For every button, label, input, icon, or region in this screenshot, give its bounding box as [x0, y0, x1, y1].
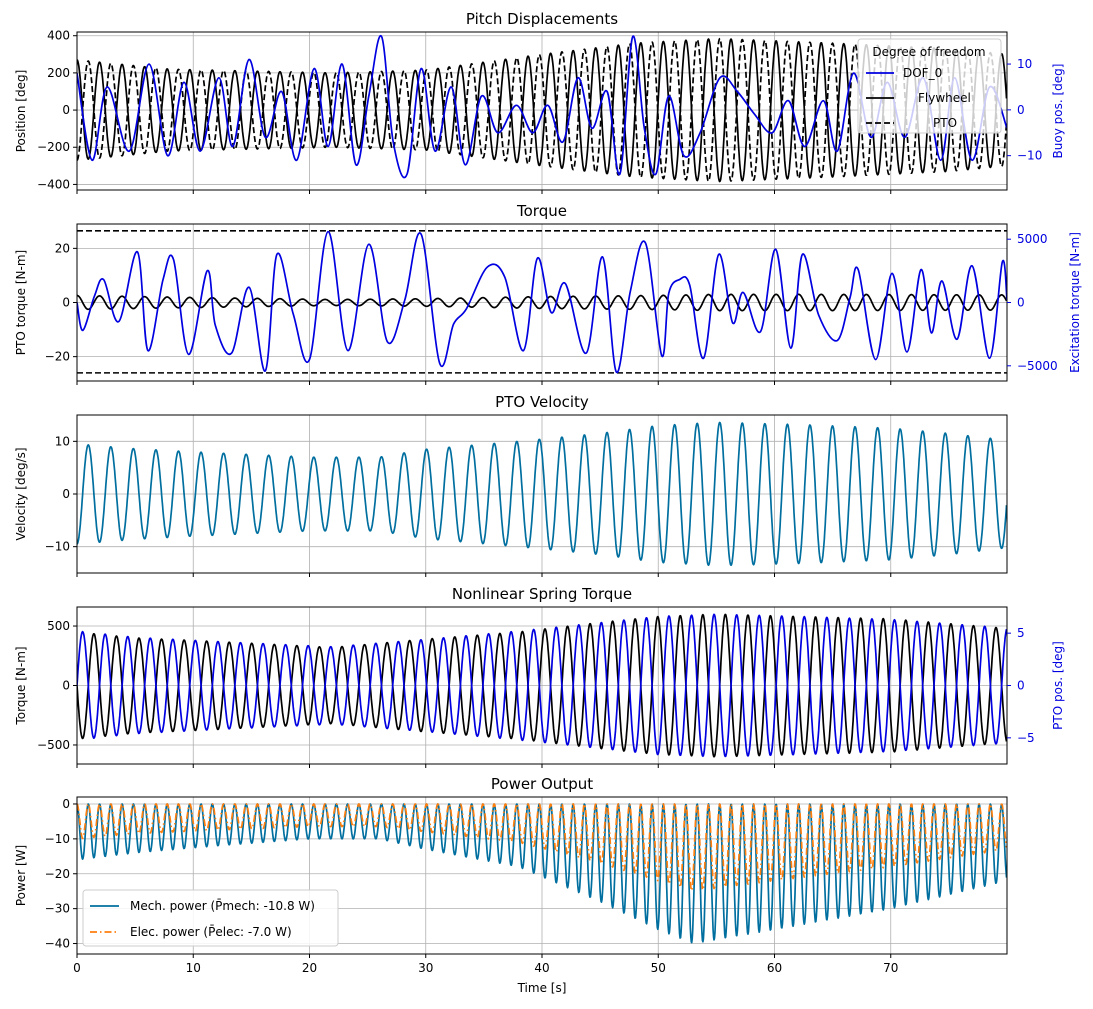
- y-tick-label: 0: [62, 797, 70, 811]
- series-group: [77, 230, 1007, 373]
- legend-entry: Flywheel: [918, 91, 971, 105]
- y-tick-label-right: 10: [1017, 57, 1032, 71]
- y-axis-label-right: Buoy pos. [deg]: [1051, 64, 1065, 159]
- legend-entry: Mech. power (P̄mech: -10.8 W): [130, 899, 315, 913]
- y-tick-label-right: 0: [1017, 296, 1025, 310]
- y-tick-label: −20: [45, 350, 70, 364]
- y-tick-label: −10: [45, 832, 70, 846]
- y-axis-label-right: Excitation torque [N-m]: [1068, 232, 1082, 373]
- series-line-elec-power-p-elec-7-0-w: [77, 803, 1007, 892]
- y-tick-label: −40: [45, 937, 70, 951]
- x-tick-label: 0: [73, 961, 81, 975]
- series-line-2-2: [77, 230, 1007, 373]
- legend-box: [857, 38, 1002, 134]
- series-line-flywheel: [77, 38, 1007, 183]
- x-tick-label: 10: [186, 961, 201, 975]
- y-tick-label: −500: [37, 738, 70, 752]
- y-tick-label-right: −5000: [1017, 359, 1058, 373]
- y-tick-label-right: 0: [1017, 679, 1025, 693]
- x-tick-label: 20: [302, 961, 317, 975]
- chart-title: Power Output: [491, 775, 593, 793]
- y-axis-label: Torque [N-m]: [14, 646, 28, 725]
- y-tick-label: 500: [47, 619, 70, 633]
- grid: [76, 415, 1007, 573]
- legend-box: [82, 889, 339, 947]
- y-tick-label-right: 5000: [1017, 232, 1048, 246]
- y-tick-label-right: −5: [1017, 731, 1035, 745]
- panel-4: 500 0 −500 5 0 −5 Nonlinear Spring Torque Torqu…: [14, 585, 1065, 768]
- y-axis-label: PTO torque [N-m]: [14, 250, 28, 355]
- y-tick-label: 10: [55, 434, 70, 448]
- grid: [76, 607, 1007, 764]
- panel-5: 0 10 20 30 40 50 60 70 0 −10 −20 −30 −40 Power Output…: [14, 775, 1008, 995]
- x-tick-label: 50: [651, 961, 666, 975]
- y-tick-label: 0: [62, 679, 70, 693]
- x-tick-label: 60: [767, 961, 782, 975]
- y-axis-label-right: PTO pos. [deg]: [1051, 641, 1065, 730]
- x-axis-label: Time [s]: [517, 981, 567, 995]
- legend-title: Degree of freedom: [872, 45, 985, 59]
- legend: Degree of freedom DOF_0 Flywheel PTO: [857, 38, 1002, 134]
- series-group: [77, 613, 1007, 758]
- series-group: [77, 803, 1007, 944]
- legend-entry: Elec. power (P̄elec: -7.0 W): [130, 925, 292, 939]
- x-tick-label: 30: [418, 961, 433, 975]
- series-line-4-1: [77, 613, 1007, 758]
- y-tick-label: 0: [62, 296, 70, 310]
- y-tick-label: 400: [47, 29, 70, 43]
- legend: Mech. power (P̄mech: -10.8 W) Elec. power…: [82, 889, 339, 947]
- series-line-4-2: [77, 613, 1007, 758]
- series-line-pto: [77, 37, 1007, 183]
- panel-2: 20 0 −20 5000 0 −5000 Torque PTO torque [N-m] Ex…: [14, 202, 1082, 385]
- legend-entry: DOF_0: [903, 66, 942, 80]
- legend-entry: PTO: [933, 116, 957, 130]
- series-group: [77, 421, 1007, 567]
- y-tick-label-right: 0: [1017, 103, 1025, 117]
- y-tick-label: −30: [45, 902, 70, 916]
- y-axis-label: Power [W]: [14, 845, 28, 906]
- panel-1: 400 200 0 −200 −400 10 0 −10 Pitch Displacements…: [14, 10, 1065, 194]
- series-group: [77, 35, 1007, 183]
- grid: [76, 224, 1007, 381]
- y-axis-label: Position [deg]: [14, 70, 28, 153]
- chart-title: PTO Velocity: [495, 393, 589, 411]
- series-line-3-1: [77, 421, 1007, 567]
- series-line-dof-0: [77, 35, 1007, 179]
- chart-title: Nonlinear Spring Torque: [452, 585, 632, 603]
- y-tick-label: −400: [37, 177, 70, 191]
- x-tick-label: 40: [534, 961, 549, 975]
- y-tick-label: −10: [45, 540, 70, 554]
- panel-3: 10 0 −10 PTO Velocity Velocity [deg/s]: [14, 393, 1008, 577]
- series-line-2-1: [77, 293, 1007, 312]
- x-tick-label: 70: [883, 961, 898, 975]
- y-tick-label: 20: [55, 241, 70, 255]
- series-line-mech-power-p-mech-10-8-w: [77, 803, 1007, 944]
- y-tick-label: 0: [62, 103, 70, 117]
- y-tick-label-right: −10: [1017, 149, 1042, 163]
- chart-title: Torque: [516, 202, 567, 220]
- y-tick-label: −200: [37, 140, 70, 154]
- y-tick-label: −20: [45, 867, 70, 881]
- y-tick-label-right: 5: [1017, 626, 1025, 640]
- y-tick-label: 0: [62, 487, 70, 501]
- chart-title: Pitch Displacements: [466, 10, 618, 28]
- y-tick-label: 200: [47, 66, 70, 80]
- y-axis-label: Velocity [deg/s]: [14, 447, 28, 540]
